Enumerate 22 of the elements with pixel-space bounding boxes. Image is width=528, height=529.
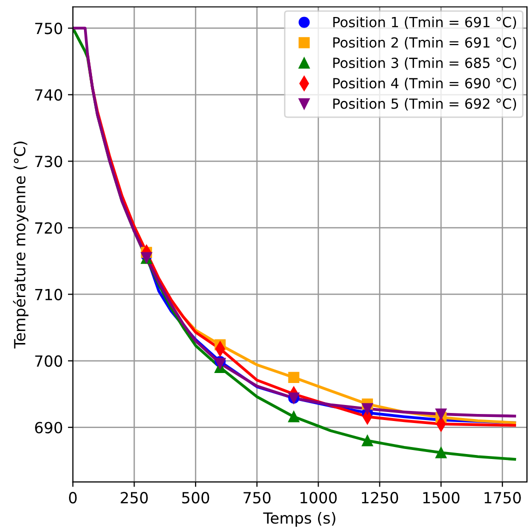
y-tick-label: 700: [35, 355, 62, 367]
y-tick-label: 690: [35, 422, 62, 434]
legend-label: Position 3 (Tmin = 685 °C): [333, 57, 516, 70]
x-tick-label: 750: [244, 492, 271, 504]
legend-label: Position 1 (Tmin = 691 °C): [333, 16, 516, 29]
y-axis-title: Température moyenne (°C): [13, 142, 28, 349]
x-tick-label: 250: [120, 492, 148, 504]
x-tick-label: 0: [69, 492, 77, 504]
y-tick-label: 730: [35, 156, 62, 168]
x-tick-label: 1250: [362, 492, 398, 504]
x-tick-label: 1500: [423, 492, 460, 504]
legend-label: Position 2 (Tmin = 691 °C): [333, 36, 516, 50]
y-tick-label: 710: [35, 288, 62, 300]
y-tick-label: 750: [35, 22, 62, 34]
x-axis-title: Temps (s): [263, 512, 336, 527]
x-tick-label: 1000: [300, 492, 337, 504]
legend-label: Position 5 (Tmin = 692 °C): [333, 98, 516, 111]
y-tick-label: 740: [35, 89, 62, 101]
legend-label: Position 4 (Tmin = 690 °C): [333, 78, 516, 90]
y-tick-label: 720: [35, 222, 62, 234]
x-tick-label: 1750: [484, 492, 521, 504]
x-tick-label: 500: [182, 492, 210, 504]
